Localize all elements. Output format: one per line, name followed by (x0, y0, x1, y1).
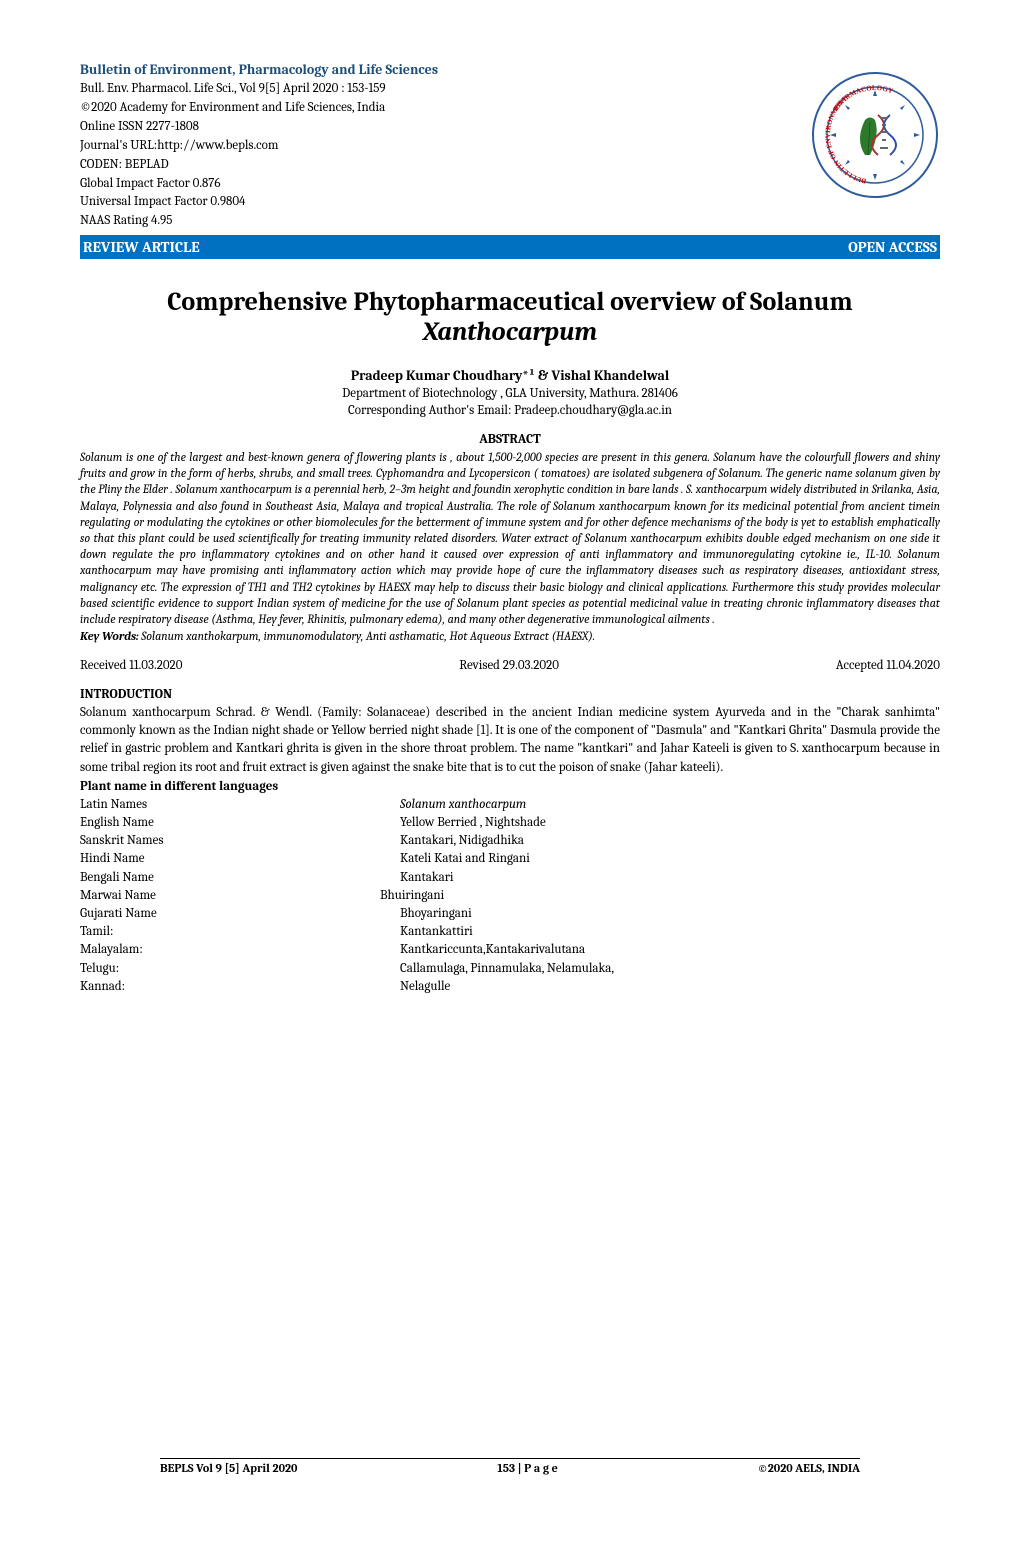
plant-name-label: Gujarati Name (80, 905, 400, 923)
keywords: Key Words: Solanum xanthokarpum, immunom… (80, 629, 940, 643)
received-date: Received 11.03.2020 (80, 658, 182, 673)
paper-title-line1: Comprehensive Phytopharmaceutical overvi… (167, 287, 852, 317)
page-footer: BEPLS Vol 9 [5] April 2020 153 | P a g e… (160, 1458, 860, 1475)
plant-name-value: Yellow Berried , Nightshade (400, 814, 940, 832)
plant-name-value: Kantkariccunta,Kantakarivalutana (400, 941, 940, 959)
paper-title: Comprehensive Phytopharmaceutical overvi… (80, 287, 940, 347)
abstract-body: Solanum is one of the largest and best-k… (80, 449, 940, 627)
plant-name-label: Bengali Name (80, 869, 400, 887)
plant-names-heading: Plant name in different languages (80, 779, 940, 794)
footer-center: 153 | P a g e (497, 1461, 558, 1475)
article-type-bar: REVIEW ARTICLE OPEN ACCESS (80, 235, 940, 259)
plant-name-value: Solanum xanthocarpum (400, 796, 940, 814)
journal-logo: PHARMACOLOGY BULLETIN OF ENVIRONMENT (810, 70, 940, 200)
plant-name-value: Bhoyaringani (400, 905, 940, 923)
introduction-body: Solanum xanthocarpum Schrad. & Wendl. (F… (80, 704, 940, 777)
paper-title-line2: Xanthocarpum (423, 317, 597, 347)
plant-name-label: Telugu: (80, 960, 400, 978)
plant-name-label: Tamil: (80, 923, 400, 941)
revised-date: Revised 29.03.2020 (459, 658, 559, 673)
authors: Pradeep Kumar Choudhary*¹ & Vishal Khand… (80, 367, 940, 384)
plant-name-label: Latin Names (80, 796, 400, 814)
plant-name-value: Callamulaga, Pinnamulaka, Nelamulaka, (400, 960, 940, 978)
plant-names-table: Latin NamesSolanum xanthocarpumEnglish N… (80, 796, 940, 996)
journal-title: Bulletin of Environment, Pharmacology an… (80, 60, 682, 80)
plant-name-value: Kantakari (400, 869, 940, 887)
journal-naas: NAAS Rating 4.95 (80, 212, 682, 231)
journal-copyright: ©2020 Academy for Environment and Life S… (80, 99, 682, 118)
corresponding-author: Corresponding Author's Email: Pradeep.ch… (80, 403, 940, 418)
plant-name-row: Sanskrit Names Kantakari, Nidigadhika (80, 832, 940, 850)
journal-coden: CODEN: BEPLAD (80, 156, 682, 175)
introduction-heading: INTRODUCTION (80, 687, 940, 702)
accepted-date: Accepted 11.04.2020 (836, 658, 940, 673)
plant-name-label: Malayalam: (80, 941, 400, 959)
plant-name-row: Tamil:Kantankattiri (80, 923, 940, 941)
plant-name-label: Marwai Name (80, 887, 400, 905)
journal-citation: Bull. Env. Pharmacol. Life Sci., Vol 9[5… (80, 80, 682, 99)
journal-url: Journal's URL:http://www.bepls.com (80, 137, 682, 156)
plant-name-row: Hindi NameKateli Katai and Ringani (80, 850, 940, 868)
plant-name-row: English NameYellow Berried , Nightshade (80, 814, 940, 832)
plant-name-value: Kantakari, Nidigadhika (400, 832, 940, 850)
footer-right: ©2020 AELS, INDIA (758, 1461, 861, 1475)
plant-name-row: Malayalam:Kantkariccunta,Kantakarivaluta… (80, 941, 940, 959)
plant-name-label: Hindi Name (80, 850, 400, 868)
plant-name-label: Kannad: (80, 978, 400, 996)
plant-name-value: Nelagulle (400, 978, 940, 996)
plant-name-value: Kantankattiri (400, 923, 940, 941)
affiliation: Department of Biotechnology , GLA Univer… (80, 386, 940, 401)
open-access-label: OPEN ACCESS (848, 238, 937, 256)
journal-issn: Online ISSN 2277-1808 (80, 118, 682, 137)
article-type-label: REVIEW ARTICLE (83, 238, 200, 256)
plant-name-value: Kateli Katai and Ringani (400, 850, 940, 868)
plant-name-label: Sanskrit Names (80, 832, 400, 850)
keywords-label: Key Words: (80, 629, 139, 643)
plant-name-row: Kannad:Nelagulle (80, 978, 940, 996)
dates-row: Received 11.03.2020 Revised 29.03.2020 A… (80, 657, 940, 673)
plant-name-row: Telugu:Callamulaga, Pinnamulaka, Nelamul… (80, 960, 940, 978)
footer-left: BEPLS Vol 9 [5] April 2020 (160, 1461, 297, 1475)
abstract-heading: ABSTRACT (80, 432, 940, 447)
plant-name-value: Bhuiringani (380, 887, 940, 905)
plant-name-label: English Name (80, 814, 400, 832)
plant-name-row: Latin NamesSolanum xanthocarpum (80, 796, 940, 814)
plant-name-row: Gujarati NameBhoyaringani (80, 905, 940, 923)
keywords-text: Solanum xanthokarpum, immunomodulatory, … (139, 629, 595, 643)
plant-name-row: Bengali NameKantakari (80, 869, 940, 887)
journal-uif: Universal Impact Factor 0.9804 (80, 193, 682, 212)
plant-name-row: Marwai NameBhuiringani (80, 887, 940, 905)
journal-gif: Global Impact Factor 0.876 (80, 175, 682, 194)
